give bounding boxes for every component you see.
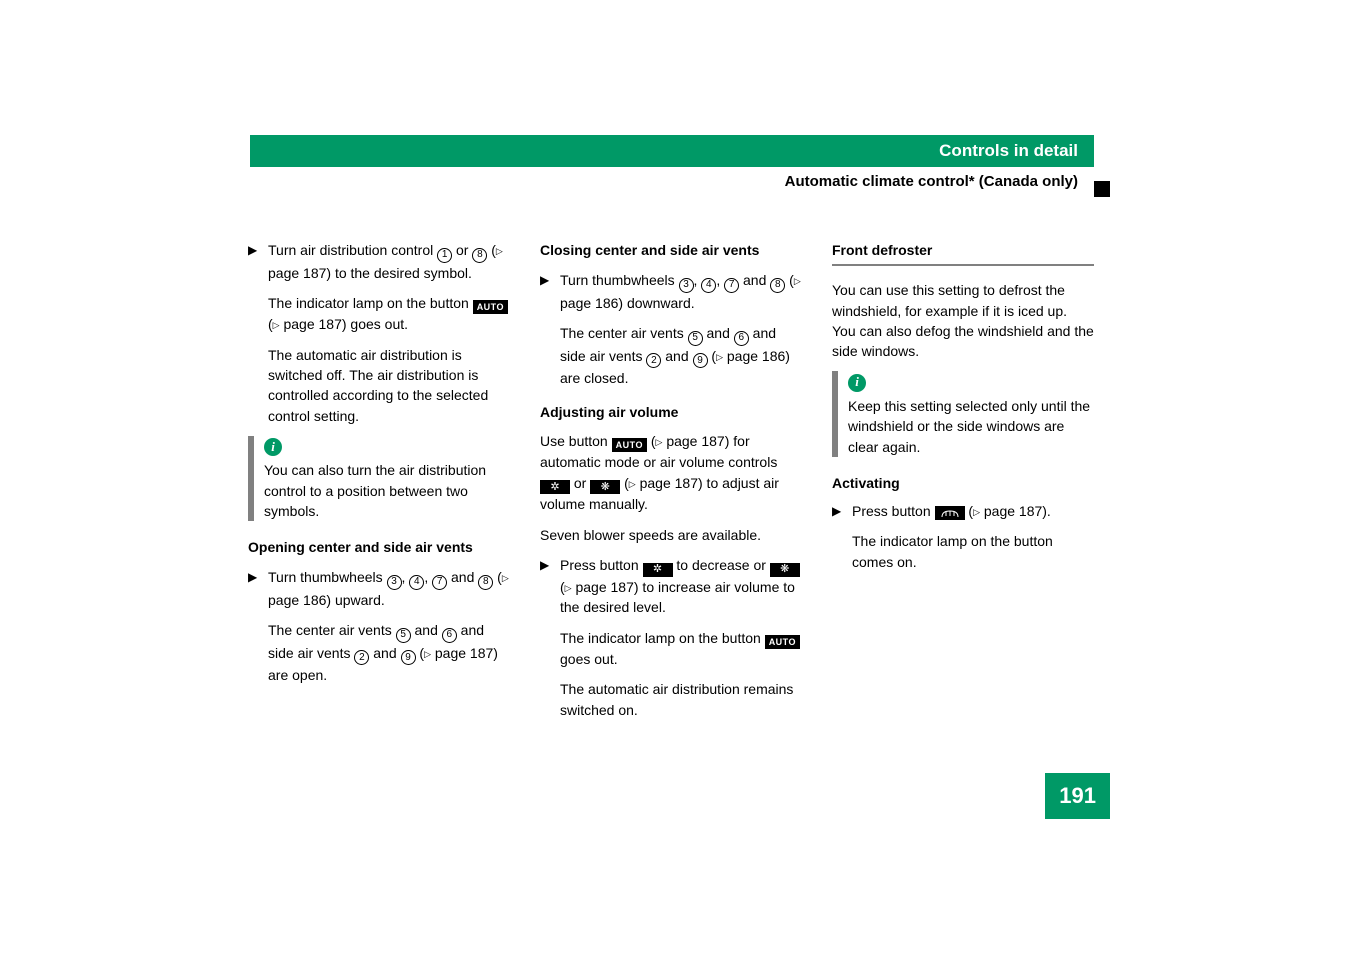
body-text: Seven blower speeds are available. (540, 525, 802, 545)
step-item: ▶ Press button (▷ page 187). (832, 501, 1094, 521)
column-1: ▶ Turn air distribution control 1 or 8 (… (248, 240, 510, 730)
auto-button-icon: AUTO (765, 635, 800, 649)
result-text: The indicator lamp on the button AUTO (▷… (268, 293, 510, 335)
section-heading: Activating (832, 473, 1094, 493)
ref-7-icon: 7 (432, 575, 447, 590)
section-heading: Adjusting air volume (540, 402, 802, 422)
page-body: ▶ Turn air distribution control 1 or 8 (… (248, 240, 1098, 730)
step-text: Press button (▷ page 187). (852, 501, 1094, 521)
step-text: Turn thumbwheels 3, 4, 7 and 8 (▷ page 1… (268, 567, 510, 610)
bullet-arrow-icon: ▶ (248, 240, 260, 283)
page-ref-icon: ▷ (716, 352, 723, 362)
auto-button-icon: AUTO (473, 300, 508, 314)
page-number: 191 (1045, 773, 1110, 819)
section-heading: Front defroster (832, 240, 1094, 266)
ref-8-icon: 8 (478, 575, 493, 590)
page-ref-icon: ▷ (565, 583, 572, 593)
fan-decrease-icon: ✲ (643, 563, 673, 577)
page-ref-icon: ▷ (629, 479, 636, 489)
page-ref-icon: ▷ (496, 246, 503, 256)
column-3: Front defroster You can use this setting… (832, 240, 1094, 730)
info-icon: i (848, 374, 866, 392)
tab-marker (1094, 181, 1110, 197)
column-2: Closing center and side air vents ▶ Turn… (540, 240, 802, 730)
ref-1-icon: 1 (437, 248, 452, 263)
info-text: Keep this setting selected only until th… (848, 396, 1094, 457)
body-text: You can use this setting to defrost the … (832, 280, 1094, 361)
ref-2-icon: 2 (646, 353, 661, 368)
ref-5-icon: 5 (396, 628, 411, 643)
header-title: Controls in detail (250, 135, 1094, 167)
page-ref-icon: ▷ (424, 649, 431, 659)
fan-increase-icon: ❋ (770, 563, 800, 577)
result-text: The center air vents 5 and 6 and side ai… (560, 323, 802, 388)
auto-button-icon: AUTO (612, 438, 647, 452)
step-text: Turn air distribution control 1 or 8 (▷ … (268, 240, 510, 283)
ref-5-icon: 5 (688, 331, 703, 346)
ref-9-icon: 9 (401, 650, 416, 665)
result-text: The automatic air distribution is switch… (268, 345, 510, 426)
result-text: The indicator lamp on the button AUTO go… (560, 628, 802, 670)
bullet-arrow-icon: ▶ (832, 501, 844, 521)
page-ref-icon: ▷ (973, 507, 980, 517)
page-header: Controls in detail Automatic climate con… (250, 135, 1094, 185)
fan-decrease-icon: ✲ (540, 480, 570, 494)
step-item: ▶ Turn thumbwheels 3, 4, 7 and 8 (▷ page… (540, 270, 802, 313)
body-text: Use button AUTO (▷ page 187) for automat… (540, 431, 802, 515)
info-note: i Keep this setting selected only until … (832, 371, 1094, 456)
result-text: The center air vents 5 and 6 and side ai… (268, 620, 510, 685)
info-icon: i (264, 438, 282, 456)
ref-6-icon: 6 (442, 628, 457, 643)
fan-increase-icon: ❋ (590, 480, 620, 494)
page-ref-icon: ▷ (273, 320, 280, 330)
bullet-arrow-icon: ▶ (540, 555, 552, 618)
result-text: The automatic air distribution remains s… (560, 679, 802, 720)
page-ref-icon: ▷ (502, 573, 509, 583)
defrost-button-icon (935, 506, 965, 520)
section-heading: Opening center and side air vents (248, 537, 510, 557)
step-item: ▶ Turn thumbwheels 3, 4, 7 and 8 (▷ page… (248, 567, 510, 610)
bullet-arrow-icon: ▶ (540, 270, 552, 313)
ref-4-icon: 4 (701, 278, 716, 293)
bullet-arrow-icon: ▶ (248, 567, 260, 610)
page-ref-icon: ▷ (794, 276, 801, 286)
info-text: You can also turn the air distribution c… (264, 460, 510, 521)
header-subtitle: Automatic climate control* (Canada only) (250, 167, 1094, 194)
step-text: Press button ✲ to decrease or ❋ (▷ page … (560, 555, 802, 618)
step-item: ▶ Press button ✲ to decrease or ❋ (▷ pag… (540, 555, 802, 618)
ref-8-icon: 8 (472, 248, 487, 263)
ref-7-icon: 7 (724, 278, 739, 293)
ref-8-icon: 8 (770, 278, 785, 293)
ref-9-icon: 9 (693, 353, 708, 368)
ref-2-icon: 2 (354, 650, 369, 665)
ref-4-icon: 4 (409, 575, 424, 590)
result-text: The indicator lamp on the button comes o… (852, 531, 1094, 572)
step-item: ▶ Turn air distribution control 1 or 8 (… (248, 240, 510, 283)
ref-6-icon: 6 (734, 331, 749, 346)
ref-3-icon: 3 (679, 278, 694, 293)
section-heading: Closing center and side air vents (540, 240, 802, 260)
step-text: Turn thumbwheels 3, 4, 7 and 8 (▷ page 1… (560, 270, 802, 313)
info-note: i You can also turn the air distribution… (248, 436, 510, 521)
ref-3-icon: 3 (387, 575, 402, 590)
